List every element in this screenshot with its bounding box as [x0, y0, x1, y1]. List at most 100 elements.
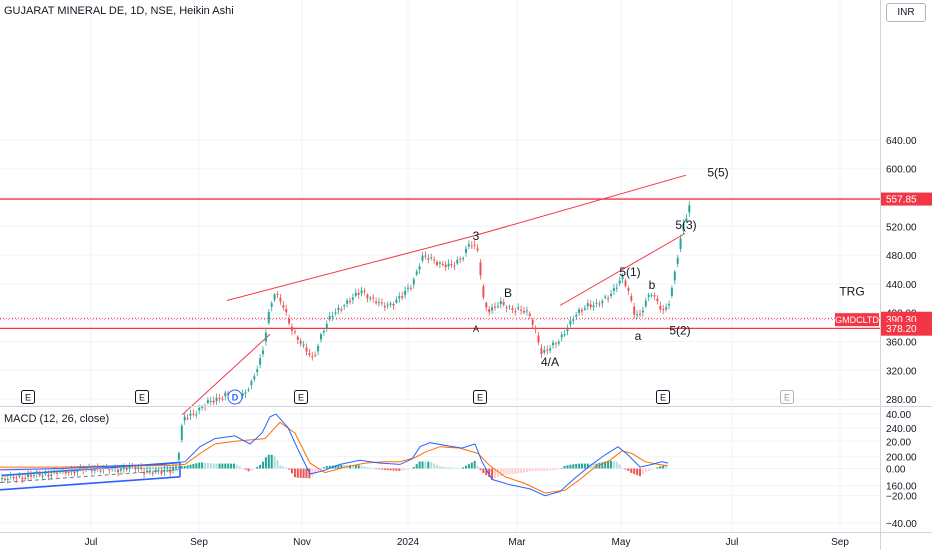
candle-body [514, 311, 517, 313]
wave-labels: 3 B A 4/A 5(1) a b 5(2) 5(3) 5(5) TRG [473, 166, 865, 369]
macd-histogram-bar [177, 466, 180, 469]
macd-histogram-bar [192, 463, 195, 469]
candle-body [183, 416, 186, 421]
support-badge-label: 378.20 [886, 324, 917, 335]
earnings-marker[interactable] [656, 390, 670, 404]
macd-histogram-bar [224, 463, 227, 469]
macd-histogram-bar [166, 467, 169, 469]
candle-body [363, 290, 366, 292]
macd-histogram-bar [253, 468, 256, 470]
candle-body [662, 308, 665, 311]
dividend-marker[interactable] [227, 389, 243, 405]
earnings-marker[interactable] [135, 390, 149, 404]
candle-body [528, 313, 531, 316]
macd-histogram-bar [514, 468, 517, 474]
candle-body [433, 259, 436, 261]
wave-label: B [504, 286, 512, 300]
earnings-marker[interactable] [473, 390, 487, 404]
macd-histogram-bar [131, 468, 134, 469]
macd-title: MACD (12, 26, close) [4, 413, 110, 425]
macd-histogram-bar [250, 468, 253, 472]
macd-histogram-bar [293, 468, 296, 478]
candle-body [50, 474, 53, 477]
candle-body [549, 348, 552, 351]
candle-body [441, 263, 444, 265]
macd-histogram-bar [615, 461, 618, 469]
candle-body [563, 334, 566, 336]
candle-body [485, 302, 488, 308]
candle-body [380, 302, 383, 304]
macd-histogram-bar [299, 468, 302, 478]
candle-body [502, 302, 505, 305]
candle-body [35, 471, 38, 474]
macd-histogram-bar [543, 468, 546, 471]
macd-histogram-bar [404, 468, 407, 471]
trendlines [181, 174, 687, 416]
macd-histogram-bar [206, 463, 209, 469]
candle-body [607, 298, 610, 300]
macd-histogram-bar [656, 467, 659, 469]
candle-body [3, 478, 6, 480]
macd-histogram-bar [412, 466, 415, 469]
earnings-marker[interactable] [780, 390, 794, 404]
candle-body [328, 316, 331, 320]
macd-histogram-bar [140, 467, 143, 469]
earnings-marker[interactable] [294, 390, 308, 404]
macd-histogram-bar [566, 465, 569, 469]
candle-body [27, 473, 30, 477]
currency-selector[interactable]: INR [886, 3, 926, 22]
price-tick-label: 200.00 [886, 453, 917, 464]
candle-body [668, 303, 670, 306]
candle-body [624, 280, 627, 286]
candle-body [491, 307, 494, 311]
macd-tick-label: 20.00 [886, 437, 911, 448]
candle-body [1, 477, 3, 479]
candle-body [15, 477, 18, 479]
macd-histogram-bar [134, 468, 137, 469]
candle-body [578, 309, 581, 314]
candle-body [557, 341, 560, 344]
macd-histogram-bar [354, 465, 357, 469]
candle-body [221, 398, 224, 400]
macd-histogram-bar [267, 454, 270, 469]
candle-body [247, 389, 250, 391]
candle-body [453, 265, 456, 267]
price-tick-label: 480.00 [886, 251, 917, 262]
macd-histogram-bar [633, 468, 636, 475]
candle-body [151, 472, 154, 474]
candle-body [18, 475, 21, 477]
macd-histogram-bar [163, 467, 166, 469]
candle-body [395, 299, 398, 303]
candle-body [496, 306, 499, 308]
macd-histogram-bar [64, 468, 67, 470]
candle-body [357, 292, 360, 295]
candle-body [424, 255, 427, 257]
candle-body [523, 310, 525, 313]
candle-body [99, 470, 102, 472]
candle-body [676, 257, 679, 264]
macd-histogram-bar [662, 465, 665, 469]
macd-histogram-bar [450, 467, 453, 469]
macd-histogram-bar [575, 463, 578, 469]
macd-histogram-bar [241, 468, 244, 469]
macd-histogram-bar [114, 468, 117, 470]
macd-histogram-bar [172, 466, 175, 469]
dividend-marker-label: D [232, 393, 239, 403]
candle-body [459, 258, 462, 260]
macd-histogram-bar [311, 468, 314, 477]
macd-histogram-bar [375, 468, 378, 470]
macd-histogram-bar [230, 463, 233, 469]
earnings-marker[interactable] [21, 390, 35, 404]
macd-histogram-bar [409, 468, 412, 470]
candle-body [6, 478, 9, 481]
candle-body [117, 469, 119, 473]
candle-body [206, 400, 209, 404]
price-tick-label: 320.00 [886, 366, 917, 377]
macd-histogram-bar [380, 468, 383, 470]
macd-histogram-bar [317, 468, 320, 473]
macd-histogram-bar [653, 468, 656, 470]
candle-body [276, 293, 279, 295]
